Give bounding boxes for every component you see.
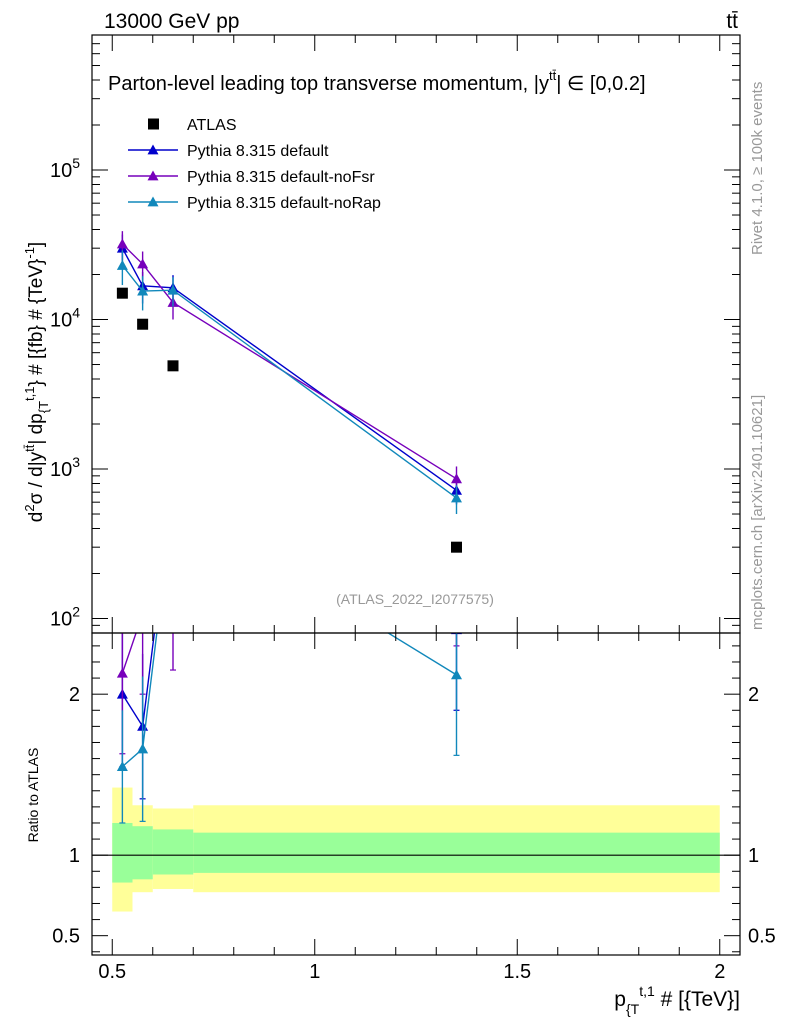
plot-title-sup: tt̄ <box>549 68 557 83</box>
legend-marker <box>147 170 159 181</box>
y-axis-title: d2σ / d|ytt̄| dp{Tt,1} # [{fb} # {TeV}-1… <box>22 242 51 522</box>
x-axis-title-tail: # [{TeV}] <box>655 988 740 1011</box>
x-tick-label: 1.5 <box>503 961 531 983</box>
series-marker <box>116 238 128 249</box>
series-marker <box>137 258 149 269</box>
y-tick-label: 104 <box>50 305 80 332</box>
series-marker <box>167 284 179 295</box>
series-marker <box>137 285 149 296</box>
ratio-marker <box>168 479 179 489</box>
series-line <box>121 264 457 499</box>
series-marker <box>451 473 462 484</box>
ratio-series-line <box>121 633 457 768</box>
ratio-curves <box>116 479 462 824</box>
y-axis-title-part: | dp <box>26 413 47 444</box>
ratio-marker <box>137 743 149 754</box>
series-marker <box>116 259 128 270</box>
ratio-y-tick-label: 2 <box>69 684 80 706</box>
ratio-uncertainty-bands <box>92 787 740 912</box>
x-tick-label: 2 <box>714 961 725 983</box>
x-tick-label: 0.5 <box>98 961 126 983</box>
x-axis-title: p{T t,1 # [{TeV}] <box>614 983 740 1017</box>
x-tick-label: 1 <box>309 961 320 983</box>
ratio-y-tick-label-right: 0.5 <box>748 926 776 948</box>
atlas-data-point <box>167 360 179 372</box>
stat-uncertainty-band <box>193 832 720 873</box>
ratio-y-tick-label-right: 2 <box>748 684 759 706</box>
legend-atlas-label: ATLAS <box>187 117 237 134</box>
legend-series-label: Pythia 8.315 default <box>187 143 329 160</box>
ratio-marker <box>116 667 128 678</box>
energy-label: 13000 GeV pp <box>104 10 239 33</box>
legend-marker <box>147 144 159 155</box>
y-tick-label: 103 <box>50 454 80 481</box>
y-axis-title-part: {T <box>36 401 51 413</box>
legend: ATLAS Pythia 8.315 default Pythia 8.315 de… <box>128 117 381 212</box>
series-line <box>121 247 457 491</box>
ratio-marker <box>168 584 179 594</box>
ratio-y-tick-label: 1 <box>69 845 80 867</box>
y-axis-title-part: d <box>26 512 47 523</box>
y-tick-label: 102 <box>50 604 80 631</box>
ratio-series-line <box>121 633 156 729</box>
y-axis-title-part: 2 <box>22 504 37 511</box>
x-axis-title-sup: t,1 <box>639 983 655 999</box>
legend-atlas-marker <box>148 118 159 130</box>
rivet-version-label: Rivet 4.1.0, ≥ 100k events <box>749 82 766 255</box>
ratio-marker <box>137 608 148 618</box>
plot-title: Parton-level leading top transverse mome… <box>108 68 646 95</box>
y-axis-title-part: tt̄ <box>22 444 37 452</box>
process-label: tt̄ <box>726 10 738 33</box>
x-axis-title-sub: {T <box>626 1001 640 1017</box>
main-y-tick-labels: 102 103 104 105 <box>50 155 80 631</box>
y-axis-title-part: -1 <box>22 247 37 259</box>
x-tick-labels: 0.5 1 1.5 2 <box>98 961 725 983</box>
y-axis-title-part: ] <box>26 242 47 247</box>
mcplots-label: mcplots.cern.ch [arXiv:2401.10621] <box>749 395 766 630</box>
ratio-marker <box>168 495 179 505</box>
ratio-y-tick-label: 0.5 <box>52 926 80 948</box>
y-axis-title-part: } # [{fb} # {TeV} <box>26 259 47 387</box>
legend-marker <box>147 196 159 207</box>
ratio-y-axis-title: Ratio to ATLAS <box>25 748 41 843</box>
atlas-data-points <box>116 287 462 553</box>
y-tick-label: 105 <box>50 155 80 182</box>
ratio-marker <box>451 552 462 562</box>
main-curves <box>116 231 462 515</box>
ratio-y-tick-labels: 0.5 0.5 1 1 2 2 <box>52 684 776 948</box>
ratio-marker <box>116 761 128 772</box>
ratio-marker <box>451 669 462 680</box>
series-line <box>121 243 457 480</box>
ratio-series-line <box>121 633 137 674</box>
stat-uncertainty-band <box>152 829 194 875</box>
plot-title-main: Parton-level leading top transverse mome… <box>108 73 549 95</box>
atlas-data-point <box>451 541 462 553</box>
y-axis-title-part: t,1 <box>22 386 37 400</box>
ratio-frame <box>91 632 741 956</box>
x-axis-title-main: p <box>614 988 626 1011</box>
main-axis-ticks <box>92 34 740 634</box>
ratio-axis-ticks <box>92 633 740 955</box>
series-marker <box>451 492 462 503</box>
stat-uncertainty-band <box>112 822 133 883</box>
legend-series-label: Pythia 8.315 default-noRap <box>187 195 381 212</box>
legend-series-label: Pythia 8.315 default-noFsr <box>187 169 375 186</box>
y-axis-title-part: σ / d|y <box>26 451 47 504</box>
atlas-data-point <box>137 318 149 330</box>
plot-title-tail: | ∈ [0,0.2] <box>556 73 645 95</box>
analysis-label: (ATLAS_2022_I2077575) <box>336 591 494 607</box>
atlas-data-point <box>116 287 128 299</box>
stat-uncertainty-band <box>132 826 153 880</box>
ratio-y-tick-label-right: 1 <box>748 845 759 867</box>
